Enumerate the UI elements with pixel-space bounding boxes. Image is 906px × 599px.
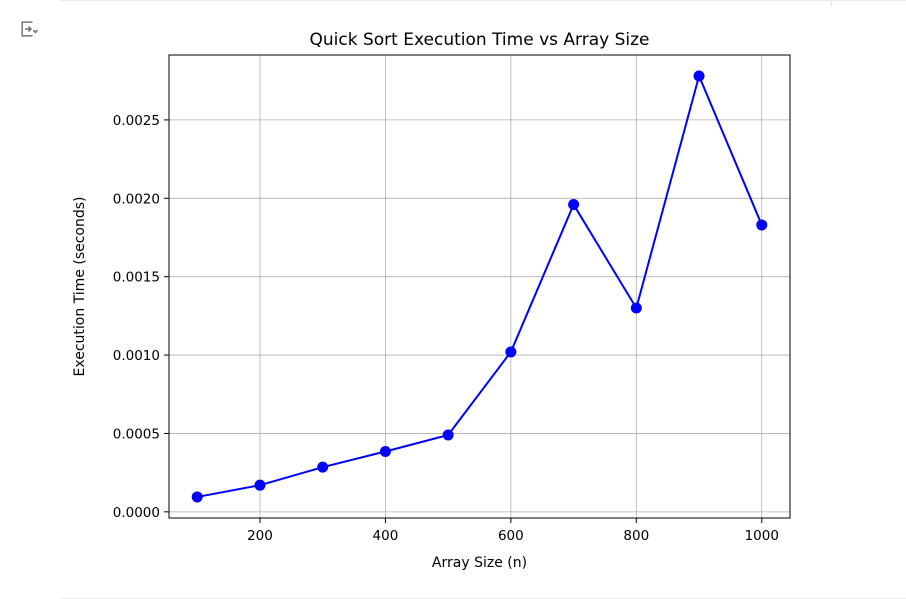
grid-lines	[169, 55, 790, 518]
output-gutter	[0, 0, 60, 599]
output-collapse-icon	[21, 21, 39, 37]
data-point	[630, 302, 642, 314]
data-point	[568, 199, 580, 211]
y-tick-label: 0.0000	[113, 505, 160, 521]
y-tick-label: 0.0005	[113, 426, 160, 442]
data-point	[756, 219, 768, 231]
data-point	[442, 429, 454, 441]
data-point	[191, 491, 203, 503]
data-point	[505, 346, 517, 358]
data-point	[693, 70, 705, 82]
x-tick-label: 800	[623, 528, 649, 544]
chart-title: Quick Sort Execution Time vs Array Size	[310, 30, 650, 50]
data-point	[317, 461, 329, 473]
x-tick-label: 200	[247, 528, 273, 544]
y-tick-label: 0.0025	[113, 113, 160, 129]
y-tick-label: 0.0020	[113, 191, 160, 207]
x-tick-label: 400	[373, 528, 399, 544]
y-tick-label: 0.0010	[113, 348, 160, 364]
x-axis-label: Array Size (n)	[432, 555, 527, 571]
data-point	[379, 445, 391, 457]
output-collapse-button[interactable]	[16, 16, 42, 42]
series-line	[197, 75, 763, 498]
data-point	[254, 479, 266, 491]
toolbar-divider	[831, 0, 832, 6]
series-group	[191, 70, 768, 503]
y-axis-label: Execution Time (seconds)	[72, 196, 88, 376]
x-axis-ticks: 200 400 600 800 1000	[247, 518, 779, 544]
y-axis-ticks: 0.0000 0.0005 0.0010 0.0015 0.0020 0.0025	[113, 113, 169, 521]
plot-area-frame	[168, 54, 791, 519]
x-tick-label: 1000	[745, 528, 779, 544]
x-tick-label: 600	[498, 528, 524, 544]
y-tick-label: 0.0015	[113, 270, 160, 286]
